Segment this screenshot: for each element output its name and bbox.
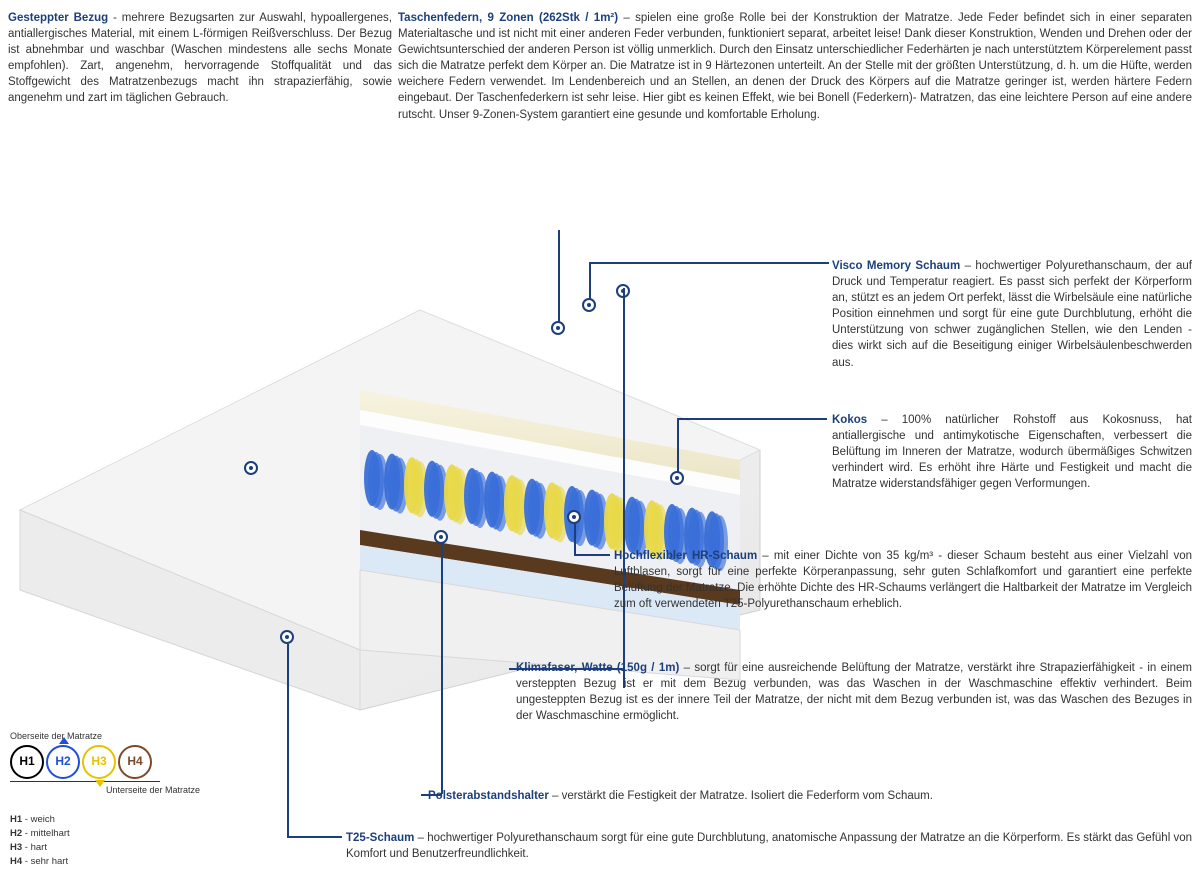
leader	[677, 418, 827, 420]
section-kokos: Kokos – 100% natürlicher Rohstoff aus Ko…	[832, 412, 1192, 492]
marker-springs	[551, 321, 565, 335]
legend-bottom-label: Unterseite der Matratze	[10, 784, 260, 797]
heading-visco: Visco Memory Schaum	[832, 260, 960, 272]
hardness-h3: H3	[82, 745, 116, 779]
heading-klima: Klimafaser, Watte (150g / 1m)	[516, 662, 679, 674]
marker-visco	[582, 298, 596, 312]
marker-polster	[434, 530, 448, 544]
marker-hr	[567, 510, 581, 524]
text-t25: – hochwertiger Polyurethanschaum sorgt f…	[346, 832, 1192, 860]
heading-springs: Taschenfedern, 9 Zonen (262Stk / 1m²)	[398, 12, 618, 24]
leader	[623, 288, 625, 688]
leader	[287, 836, 342, 838]
hardness-h2: H2	[46, 745, 80, 779]
marker-t25	[280, 630, 294, 644]
text-visco: – hochwertiger Polyurethanschaum, der au…	[832, 260, 1192, 369]
section-visco: Visco Memory Schaum – hochwertiger Polyu…	[832, 258, 1192, 371]
heading-hr: Hochflexibler HR-Schaum	[614, 550, 757, 562]
section-hr: Hochflexibler HR-Schaum – mit einer Dich…	[614, 548, 1192, 612]
leader	[589, 262, 591, 300]
leader	[441, 544, 443, 794]
marker-cover	[244, 461, 258, 475]
heading-cover: Gesteppter Bezug	[8, 12, 108, 24]
marker-kokos	[670, 471, 684, 485]
leader	[589, 262, 829, 264]
text-springs: – spielen eine große Rolle bei der Konst…	[398, 12, 1192, 121]
hardness-h4: H4	[118, 745, 152, 779]
legend-top-label: Oberseite der Matratze	[10, 730, 260, 743]
leader	[677, 418, 679, 473]
section-t25: T25-Schaum – hochwertiger Polyurethansch…	[346, 830, 1192, 862]
heading-kokos: Kokos	[832, 414, 867, 426]
leader	[574, 524, 576, 554]
hardness-legend: Oberseite der Matratze H1 H2 H3 H4 Unter…	[10, 730, 260, 870]
hardness-h1: H1	[10, 745, 44, 779]
legend-keys: H1 - weich H2 - mittelhart H3 - hart H4 …	[10, 813, 260, 870]
mattress-cutaway-illustration	[0, 250, 820, 730]
section-polster: Polsterabstandshalter – verstärkt die Fe…	[428, 788, 1192, 804]
leader	[558, 230, 560, 322]
text-kokos: – 100% natürlicher Rohstoff aus Kokosnus…	[832, 414, 1192, 490]
legend-circles: H1 H2 H3 H4	[10, 745, 260, 779]
leader	[574, 554, 610, 556]
leader	[287, 644, 289, 836]
section-cover: Gesteppter Bezug - mehrere Bezugsarten z…	[8, 10, 392, 107]
legend-underline	[10, 781, 160, 783]
section-springs: Taschenfedern, 9 Zonen (262Stk / 1m²) – …	[398, 10, 1192, 123]
text-cover: - mehrere Bezugsarten zur Auswahl, hypoa…	[8, 12, 392, 104]
section-klima: Klimafaser, Watte (150g / 1m) – sorgt fü…	[516, 660, 1192, 724]
heading-t25: T25-Schaum	[346, 832, 414, 844]
heading-polster: Polsterabstandshalter	[428, 790, 549, 802]
text-polster: – verstärkt die Festigkeit der Matratze.…	[549, 790, 933, 802]
